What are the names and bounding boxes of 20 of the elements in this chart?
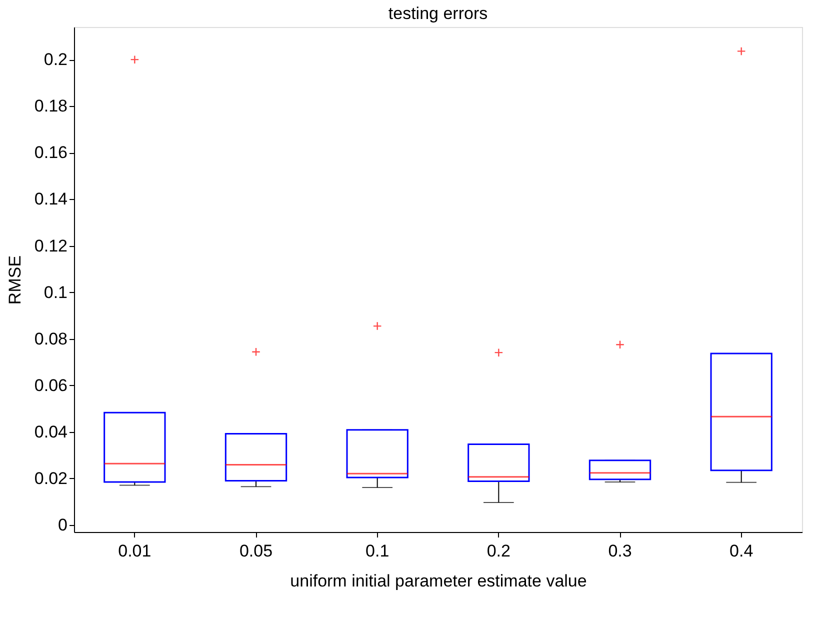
y-tick-label: 0.16 [34,143,68,162]
x-tick-label: 0.01 [118,542,152,560]
y-axis-title: RMSE [5,255,24,305]
y-tick-label: 0.08 [34,329,68,348]
chart-title: testing errors [388,4,488,23]
x-tick-label: 0.3 [608,542,632,560]
y-tick-label: 0.14 [34,190,68,209]
y-tick-label: 0.12 [34,236,68,256]
y-tick-label: 0.04 [34,422,68,442]
y-tick-label: 0.1 [44,282,68,302]
y-tick-label: 0.02 [34,468,68,488]
x-axis-title: uniform initial parameter estimate value [290,572,587,590]
x-tick-label: 0.2 [486,542,510,560]
x-tick-label: 0.4 [730,542,754,560]
y-tick-label: 0.2 [44,50,68,70]
y-tick-label: 0.06 [34,376,68,395]
x-tick-label: 0.1 [366,542,390,560]
x-tick-label: 0.05 [239,542,273,560]
y-tick-label: 0 [58,516,68,535]
y-tick-label: 0.18 [34,96,68,116]
